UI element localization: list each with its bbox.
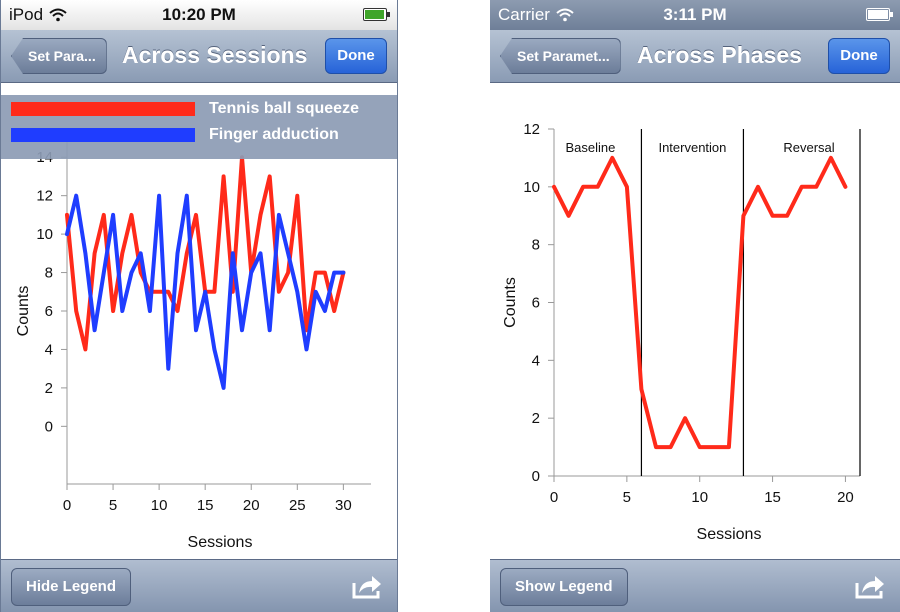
y-tick-label: 0 <box>45 418 53 435</box>
legend-label: Finger adduction <box>209 126 339 143</box>
x-axis-label: Sessions <box>697 526 762 543</box>
x-tick-label: 15 <box>197 497 214 514</box>
chart-legend: Tennis ball squeeze Finger adduction <box>1 95 397 159</box>
y-tick-label: 4 <box>45 341 53 358</box>
done-button[interactable]: Done <box>828 38 890 74</box>
phase-label: Reversal <box>783 140 834 155</box>
legend-swatch <box>11 128 195 142</box>
page-title: Across Sessions <box>122 42 308 68</box>
y-tick-label: 0 <box>532 468 540 485</box>
y-tick-label: 8 <box>532 237 540 254</box>
y-tick-label: 10 <box>36 226 53 243</box>
x-axis-label: Sessions <box>188 534 253 551</box>
x-tick-label: 0 <box>63 497 71 514</box>
back-button[interactable]: Set Paramet... <box>500 38 621 74</box>
y-tick-label: 6 <box>532 295 540 312</box>
navigation-bar: Set Para... Across Sessions Done <box>1 30 397 83</box>
x-tick-label: 25 <box>289 497 306 514</box>
x-tick-label: 0 <box>550 489 558 506</box>
carrier-group: iPod <box>9 5 67 25</box>
battery-icon <box>363 8 390 21</box>
hide-legend-button[interactable]: Hide Legend <box>11 568 132 606</box>
show-legend-button[interactable]: Show Legend <box>500 568 628 606</box>
battery-icon <box>866 8 893 21</box>
legend-item-finger-adduction: Finger adduction <box>11 126 339 144</box>
x-tick-label: 10 <box>151 497 168 514</box>
back-button[interactable]: Set Para... <box>11 38 107 74</box>
legend-label: Tennis ball squeeze <box>209 100 359 117</box>
x-tick-label: 15 <box>764 489 781 506</box>
x-tick-label: 5 <box>623 489 631 506</box>
y-axis-label: Counts <box>502 277 519 328</box>
legend-swatch <box>11 102 195 116</box>
share-icon[interactable] <box>854 572 886 600</box>
y-tick-label: 10 <box>523 179 540 196</box>
wifi-icon <box>49 8 67 22</box>
phase-label: Baseline <box>565 140 615 155</box>
share-icon[interactable] <box>351 572 383 600</box>
y-axis-label: Counts <box>15 286 32 337</box>
y-tick-label: 2 <box>532 410 540 427</box>
status-time: 10:20 PM <box>162 5 236 24</box>
page-title: Across Phases <box>637 42 802 68</box>
x-tick-label: 30 <box>335 497 352 514</box>
legend-item-tennis-ball-squeeze: Tennis ball squeeze <box>11 100 359 118</box>
status-time: 3:11 PM <box>663 5 727 24</box>
phone-screen-right: Carrier 3:11 PM Set Paramet... Across Ph… <box>490 0 900 612</box>
carrier-label: Carrier <box>498 5 550 24</box>
done-button[interactable]: Done <box>325 38 387 74</box>
phases-chart: 0 2 4 6 8 10 12 0 5 10 15 20 Baseline Intervention Rev… <box>502 121 861 543</box>
bottom-toolbar: Hide Legend <box>1 559 397 612</box>
y-tick-label: 2 <box>45 380 53 397</box>
sessions-chart: 02468101214051015202530SessionsCounts <box>15 138 371 551</box>
x-tick-label: 20 <box>243 497 260 514</box>
y-tick-label: 12 <box>36 188 53 205</box>
series-line-1 <box>65 193 346 390</box>
carrier-group: Carrier <box>498 5 574 25</box>
wifi-icon <box>556 8 574 22</box>
status-bar: Carrier 3:11 PM <box>490 0 900 31</box>
x-tick-label: 5 <box>109 497 117 514</box>
phase-label: Intervention <box>658 140 726 155</box>
bottom-toolbar: Show Legend <box>490 559 900 612</box>
carrier-label: iPod <box>9 5 44 24</box>
y-tick-label: 12 <box>523 121 540 138</box>
navigation-bar: Set Paramet... Across Phases Done <box>490 30 900 83</box>
y-tick-label: 4 <box>532 352 540 369</box>
y-tick-label: 6 <box>45 303 53 320</box>
status-bar: iPod 10:20 PM <box>1 0 397 31</box>
phone-screen-left: iPod 10:20 PM Set Para... Across Session… <box>0 0 398 612</box>
x-tick-label: 20 <box>837 489 854 506</box>
series-line-0 <box>552 155 848 450</box>
x-tick-label: 10 <box>691 489 708 506</box>
y-tick-label: 8 <box>45 265 53 282</box>
